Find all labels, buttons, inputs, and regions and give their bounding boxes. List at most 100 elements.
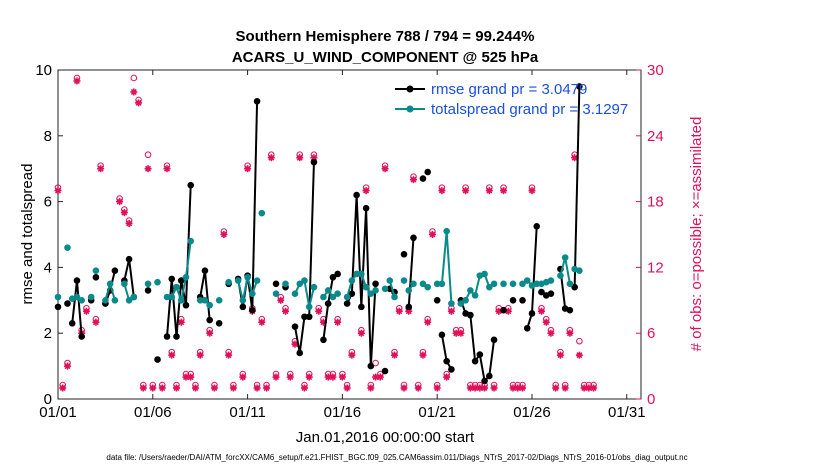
obs-assimilated-marker [125,220,133,228]
totalspread-point [462,297,469,304]
rmse-point [182,301,190,309]
totalspread-point [320,293,327,301]
obs-possible-marker [372,359,379,367]
x-tick-label: 01/21 [418,404,456,421]
obs-assimilated-marker [54,187,62,195]
obs-assimilated-stroke [173,385,180,392]
y-axis-label-right: # of obs: o=possible; ×=assimilated [688,117,705,352]
rmse-point [154,356,161,363]
obs-assimilated-stroke [505,308,512,315]
y-tick-label-left: 0 [44,391,52,408]
rmse-point [249,306,256,314]
obs-assimilated-marker [296,154,304,162]
totalspread-point [173,283,180,291]
plot-area-box [57,69,642,400]
obs-possible-marker [144,151,152,159]
obs-assimilated-marker [542,318,550,326]
obs-assimilated-stroke [220,231,227,238]
obs-assimilated-stroke [429,231,436,238]
totalspread-point [239,297,247,304]
obs-assimilated-marker [362,187,370,195]
totalspread-point [154,278,161,286]
rmse-point [301,313,308,321]
obs-assimilated-marker [220,231,228,238]
obs-assimilated-stroke [97,165,104,172]
obs-assimilated-stroke [73,77,80,84]
legend: rmse grand pr = 3.0479 totalspread grand… [395,81,628,118]
rmse-point [73,277,81,284]
totalspread-point [78,297,85,304]
obs-assimilated-stroke [126,220,133,227]
obs-assimilated-stroke [557,352,564,359]
legend-rmse-label: rmse grand pr = 3.0479 [431,81,587,98]
y-tick-label-right: 12 [647,259,664,276]
rmse-point [92,273,100,281]
obs-assimilated-marker [59,384,67,392]
totalspread-point [566,280,574,288]
y-tick-label-left: 6 [44,194,52,211]
totalspread-point [144,280,152,288]
obs-assimilated-stroke [510,385,517,392]
obs-assimilated-stroke [481,385,488,392]
x-tick-label: 01/31 [608,404,646,421]
totalspread-point [54,293,62,301]
obs-assimilated-stroke [571,154,578,161]
obs-assimilated-marker [443,373,451,381]
totalspread-point [64,244,71,251]
obs-assimilated-stroke [448,308,455,315]
chart-subtitle: ACARS_U_WIND_COMPONENT @ 525 hPa [232,49,539,66]
obs-assimilated-stroke [291,341,299,348]
obs-assimilated-marker [381,165,389,173]
obs-assimilated-stroke [562,385,569,392]
rmse-point [500,306,507,314]
totalspread-point [73,293,81,301]
obs-assimilated-stroke [552,385,559,392]
y-tick-label-right: 0 [647,391,655,408]
obs-assimilated-stroke [491,385,498,392]
rmse-point [372,280,379,288]
obs-assimilated-marker [229,384,237,392]
obs-assimilated-stroke [329,374,336,381]
rmse-point [467,311,474,319]
obs-assimilated-stroke [543,319,550,326]
rmse-point [486,372,493,380]
y-tick-label-left: 2 [44,325,52,342]
rmse-point [64,300,71,307]
totalspread-point [310,283,318,291]
obs-assimilated-stroke [277,297,284,304]
rmse-line-segment [407,237,415,307]
totalspread-point [130,293,138,301]
obs-assimilated-stroke [206,330,213,337]
obs-assimilated-stroke [121,209,128,216]
obs-assimilated-stroke [547,330,554,337]
rmse-line-segment [71,280,83,337]
obs-assimilated-stroke [519,385,526,392]
obs-assimilated-stroke [140,385,147,392]
rmse-point [528,310,536,317]
obs-assimilated-marker [244,165,252,173]
obs-assimilated-marker [305,373,313,381]
legend-spread-label: totalspread grand pr = 3.1297 [431,101,628,118]
obs-assimilated-stroke [239,374,246,381]
obs-assimilated-marker [315,307,323,315]
rmse-point [329,273,337,281]
totalspread-point [405,287,413,294]
obs-assimilated-marker [82,307,90,315]
rmse-point [433,297,441,304]
obs-assimilated-stroke [367,385,374,392]
obs-assimilated-marker [376,373,384,381]
rmse-line-segment [166,185,192,337]
totalspread-point [486,283,493,291]
totalspread-point [305,303,313,311]
y-tick-label-left: 10 [35,62,52,79]
obs-assimilated-stroke [54,187,62,194]
totalspread-point [301,277,308,284]
totalspread-point [334,290,341,298]
obs-assimilated-marker [419,351,427,359]
obs-assimilated-stroke [168,352,175,359]
obs-assimilated-stroke [164,165,171,172]
obs-assimilated-stroke [145,165,152,172]
obs-assimilated-stroke [263,385,270,392]
obs-assimilated-stroke [472,385,479,392]
totalspread-point [324,287,332,294]
